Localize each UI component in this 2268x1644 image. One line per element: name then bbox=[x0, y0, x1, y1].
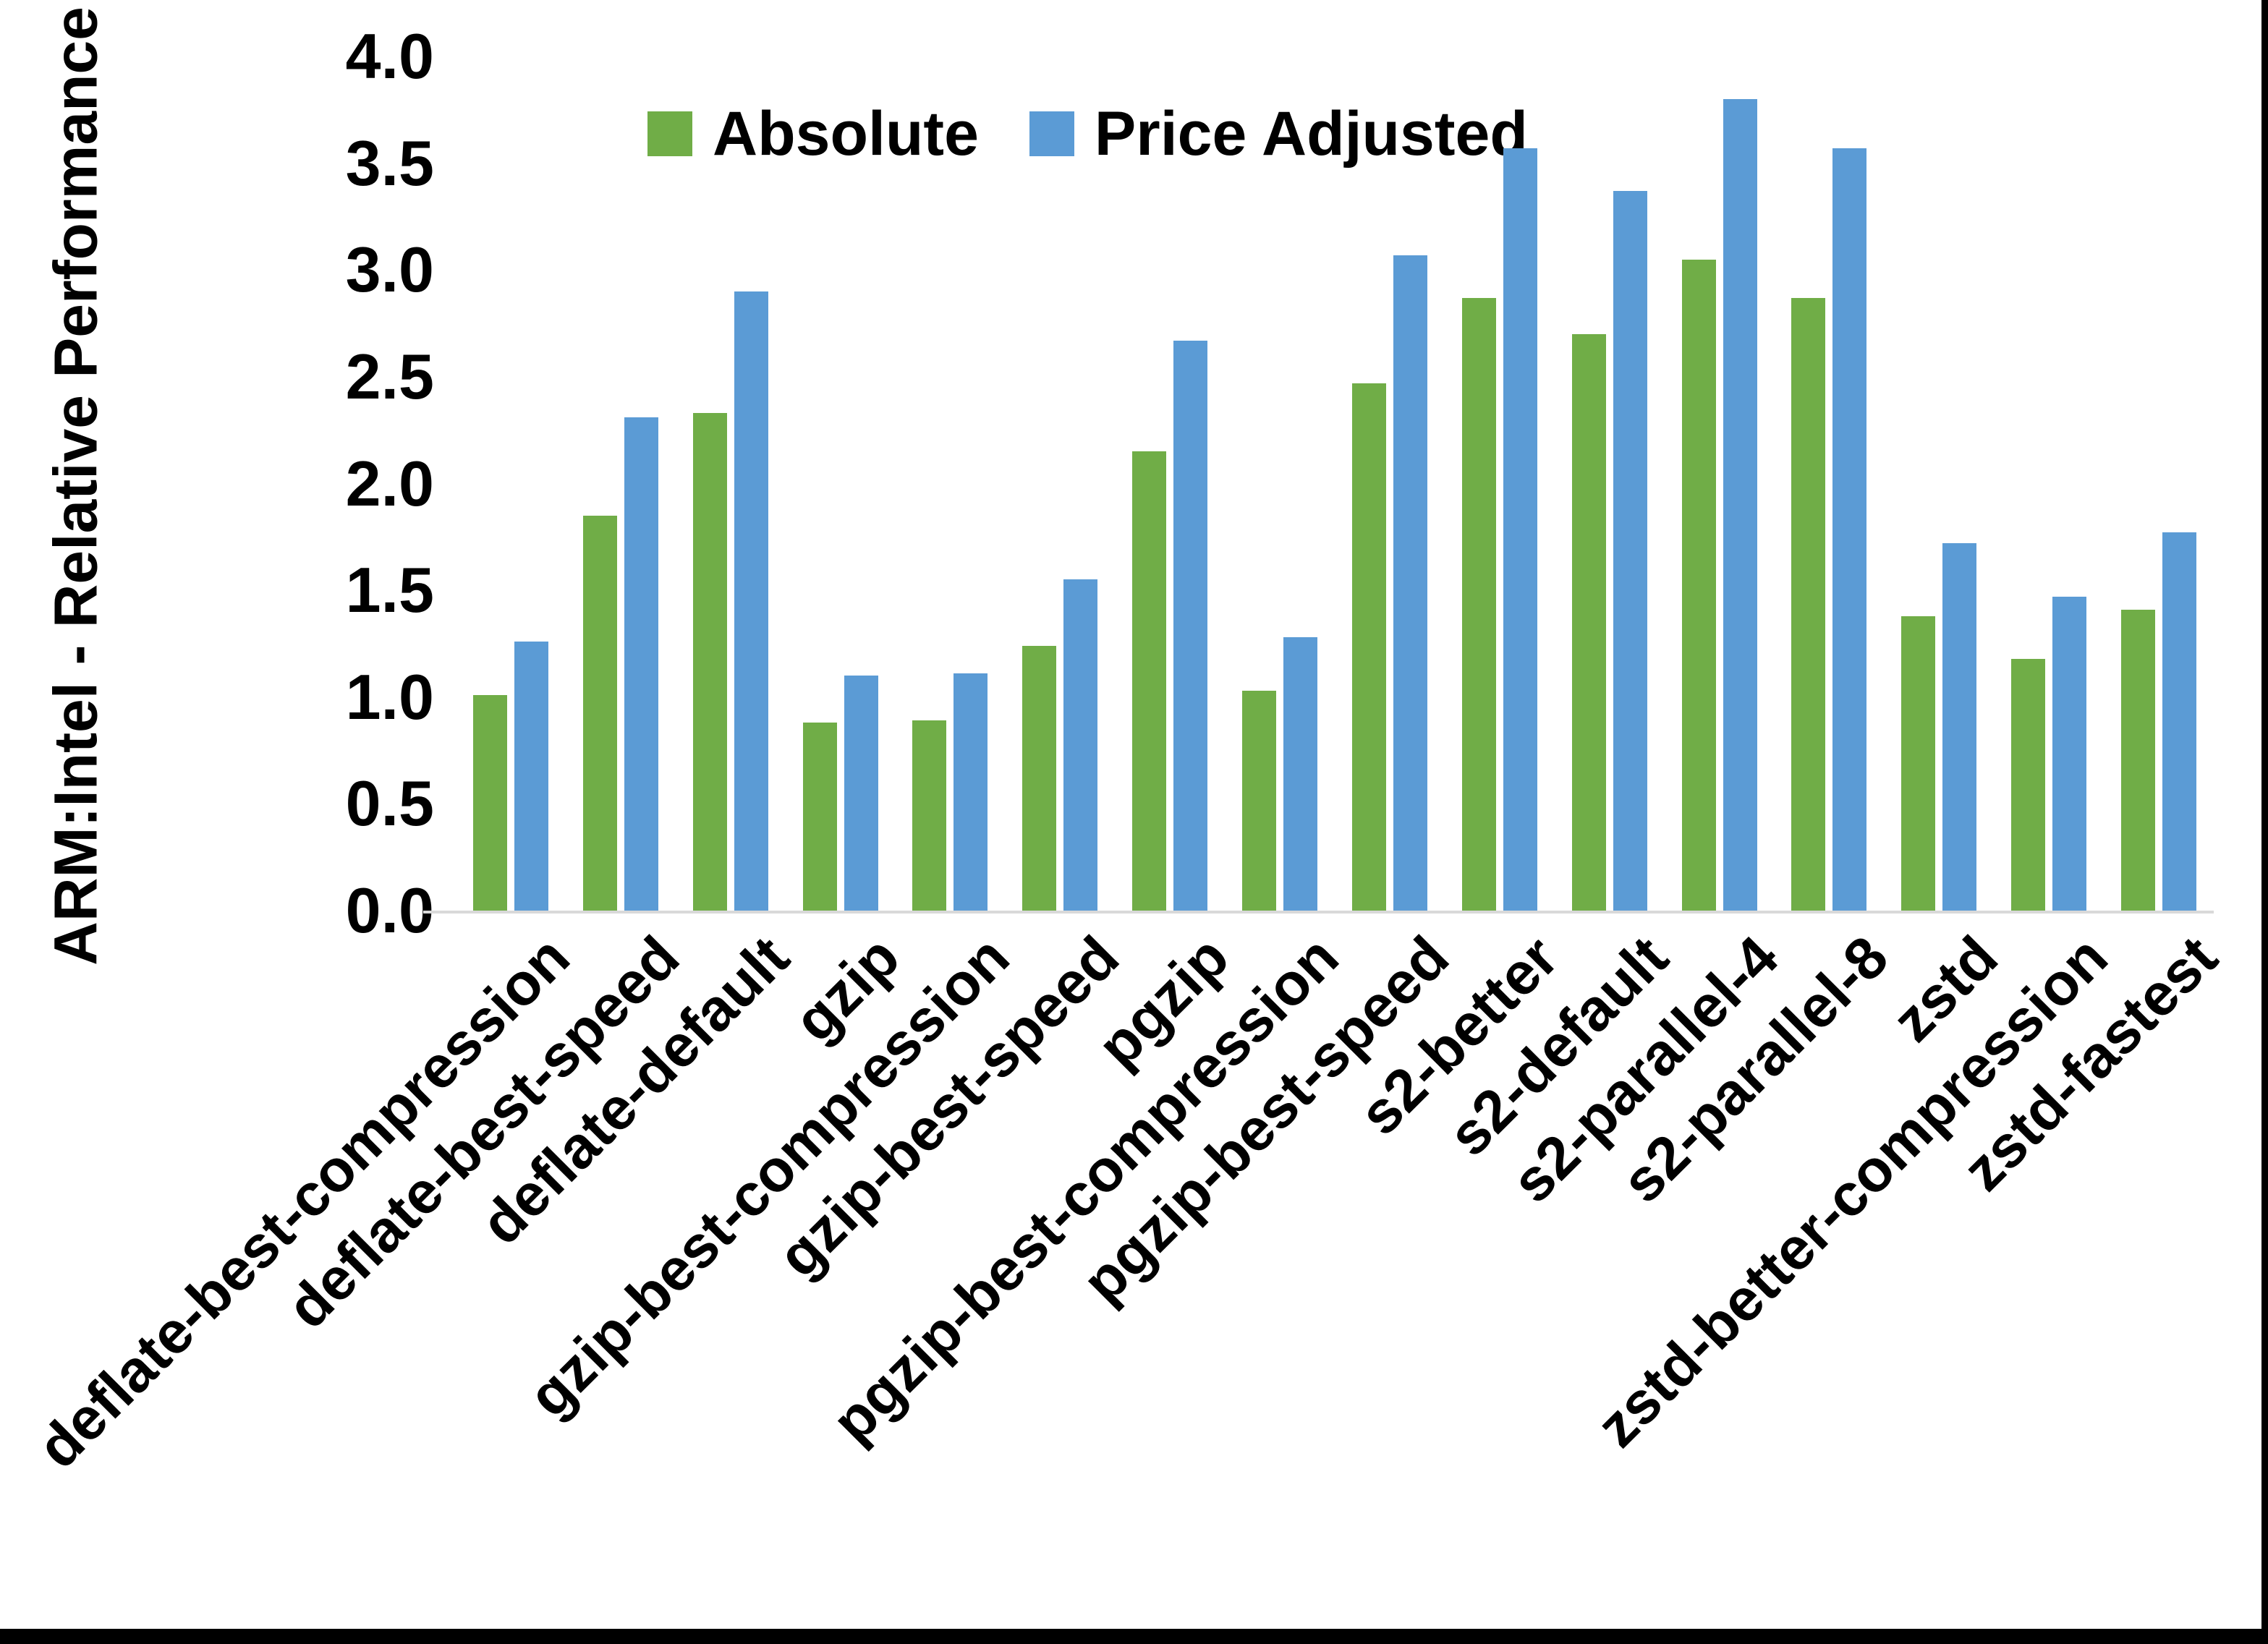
bar-absolute-gzip-best-speed bbox=[1022, 645, 1057, 911]
y-tick-label-4.0: 4.0 bbox=[345, 20, 434, 92]
bar-absolute-pgzip bbox=[1132, 451, 1167, 911]
y-tick-label-0.5: 0.5 bbox=[345, 767, 434, 840]
y-tick-label-2.5: 2.5 bbox=[345, 340, 434, 412]
bar-price-adjusted-deflate-default bbox=[734, 291, 768, 911]
legend-label-price-adjusted: Price Adjusted bbox=[1094, 99, 1528, 169]
y-tick-label-0.0: 0.0 bbox=[345, 874, 434, 946]
bar-price-adjusted-zstd-fastest bbox=[2162, 532, 2197, 911]
legend-swatch-absolute bbox=[647, 111, 692, 156]
legend-swatch-price-adjusted bbox=[1029, 111, 1074, 156]
bar-price-adjusted-gzip-best-compression bbox=[954, 673, 988, 911]
legend-item-absolute: Absolute bbox=[647, 103, 979, 165]
y-axis-title: ARM:Intel - Relative Performance bbox=[41, 7, 110, 966]
bar-price-adjusted-s2-parallel-4 bbox=[1723, 99, 1757, 911]
legend-label-absolute: Absolute bbox=[713, 99, 979, 169]
bar-absolute-deflate-best-compression bbox=[472, 694, 507, 911]
bar-price-adjusted-deflate-best-speed bbox=[624, 417, 658, 911]
bar-absolute-zstd bbox=[1901, 616, 1936, 911]
bar-absolute-deflate-default bbox=[692, 413, 727, 911]
bar-price-adjusted-s2-better bbox=[1503, 148, 1537, 911]
bar-price-adjusted-gzip-best-speed bbox=[1063, 579, 1098, 911]
bar-absolute-gzip-best-compression bbox=[912, 720, 947, 911]
bar-absolute-pgzip-best-speed bbox=[1351, 383, 1386, 911]
x-axis-line bbox=[423, 911, 2214, 913]
screenshot-right-border bbox=[2261, 0, 2268, 1644]
bar-absolute-gzip bbox=[802, 723, 837, 911]
y-tick-label-1.0: 1.0 bbox=[345, 660, 434, 733]
screenshot-bottom-border bbox=[0, 1629, 2268, 1644]
bar-price-adjusted-s2-parallel-8 bbox=[1832, 148, 1867, 911]
y-tick-label-3.0: 3.0 bbox=[345, 234, 434, 306]
plot-area bbox=[456, 56, 2214, 911]
bar-price-adjusted-pgzip-best-speed bbox=[1393, 255, 1427, 911]
bar-absolute-s2-default bbox=[1571, 333, 1606, 911]
bar-price-adjusted-pgzip bbox=[1173, 340, 1208, 911]
bar-price-adjusted-gzip bbox=[844, 676, 878, 911]
bar-absolute-s2-parallel-8 bbox=[1791, 297, 1826, 911]
y-tick-label-3.5: 3.5 bbox=[345, 127, 434, 199]
legend-item-price-adjusted: Price Adjusted bbox=[1029, 103, 1528, 165]
y-tick-label-1.5: 1.5 bbox=[345, 554, 434, 626]
bar-price-adjusted-s2-default bbox=[1613, 191, 1647, 911]
bar-absolute-s2-better bbox=[1461, 297, 1496, 911]
bar-absolute-zstd-better-compression bbox=[2011, 658, 2046, 911]
bar-price-adjusted-deflate-best-compression bbox=[514, 642, 548, 911]
bar-price-adjusted-zstd-better-compression bbox=[2052, 596, 2087, 911]
bar-price-adjusted-pgzip-best-compression bbox=[1283, 637, 1318, 911]
bar-absolute-s2-parallel-4 bbox=[1681, 259, 1716, 911]
bar-price-adjusted-zstd bbox=[1942, 543, 1977, 911]
bar-absolute-deflate-best-speed bbox=[582, 515, 617, 911]
y-tick-label-2.0: 2.0 bbox=[345, 447, 434, 519]
bar-absolute-pgzip-best-compression bbox=[1242, 690, 1277, 911]
bar-absolute-zstd-fastest bbox=[2121, 609, 2156, 911]
chart-legend: Absolute Price Adjusted bbox=[647, 103, 1528, 165]
